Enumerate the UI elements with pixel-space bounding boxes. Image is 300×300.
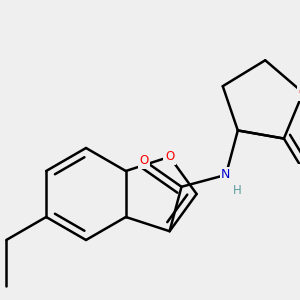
Text: H: H [233,184,242,196]
Text: O: O [298,86,300,99]
Text: O: O [165,150,174,163]
Text: O: O [139,154,148,167]
Text: N: N [221,168,231,182]
